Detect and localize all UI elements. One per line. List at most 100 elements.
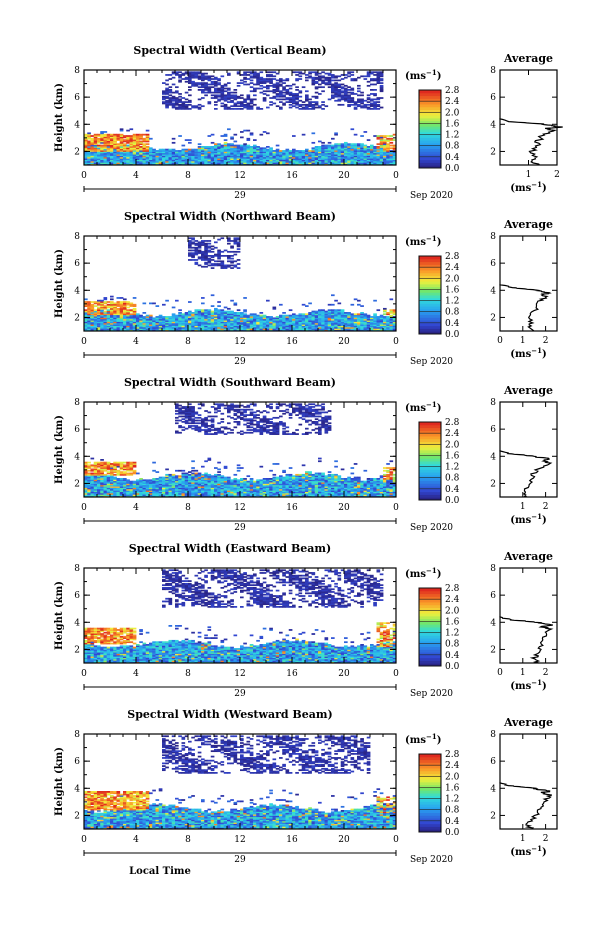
heatmap-cell <box>158 162 163 165</box>
heatmap-cell <box>152 317 156 320</box>
heatmap-cell <box>223 97 228 99</box>
x-tick-label: 4 <box>133 337 139 347</box>
heatmap-cell <box>318 76 322 79</box>
heatmap-cell <box>84 486 88 488</box>
heatmap-cell <box>207 152 212 155</box>
heatmap-cell <box>370 146 374 148</box>
heatmap-cell <box>162 148 166 151</box>
heatmap-cell <box>230 144 234 147</box>
heatmap-cell <box>376 98 381 101</box>
heatmap-cell <box>165 151 169 154</box>
heatmap-cell <box>249 158 254 160</box>
heatmap-cell <box>149 154 153 156</box>
heatmap-cell <box>139 147 143 150</box>
heatmap-cell <box>386 151 390 154</box>
heatmap-cell <box>324 313 329 316</box>
heatmap-cell <box>305 155 309 158</box>
heatmap-cell <box>84 469 88 472</box>
heatmap-cell <box>295 94 299 97</box>
heatmap-cell <box>178 475 182 478</box>
heatmap-cell <box>136 472 140 475</box>
heatmap-cell <box>119 473 124 476</box>
colorbar-tick-label: 0.4 <box>445 319 460 329</box>
heatmap-cell <box>327 325 332 328</box>
heatmap-cell <box>373 93 377 95</box>
heatmap-cell <box>298 152 303 155</box>
heatmap-cell <box>165 89 169 91</box>
heatmap-cell <box>139 324 143 326</box>
heatmap-cell <box>123 322 127 325</box>
heatmap-cell <box>87 461 91 464</box>
heatmap-cell <box>119 494 124 497</box>
heatmap-cell <box>201 252 205 255</box>
colorbar-swatch <box>419 140 441 144</box>
heatmap-cell <box>214 82 218 84</box>
heatmap-cell <box>324 76 329 79</box>
heatmap-cell <box>243 74 247 76</box>
heatmap-cell <box>113 483 117 486</box>
heatmap-cell <box>181 151 186 154</box>
heatmap-cell <box>214 87 218 90</box>
heatmap-cell <box>253 76 257 79</box>
heatmap-cell <box>298 324 303 326</box>
heatmap-cell <box>344 141 348 144</box>
heatmap-cell <box>136 148 140 151</box>
heatmap-cell <box>191 242 195 245</box>
heatmap-cell <box>383 155 387 158</box>
heatmap-cell <box>262 93 267 95</box>
heatmap-cell <box>175 155 179 158</box>
heatmap-cell <box>90 488 95 491</box>
heatmap-cell <box>207 158 212 160</box>
heatmap-cell <box>370 318 374 321</box>
heatmap-cell <box>149 155 153 158</box>
heatmap-cell <box>84 155 88 158</box>
heatmap-cell <box>165 322 169 325</box>
colorbar-tick-label: 2.8 <box>445 86 460 96</box>
heatmap-cell <box>220 86 225 89</box>
heatmap-cell <box>275 144 280 147</box>
heatmap-cell <box>386 148 390 151</box>
heatmap-cell <box>288 321 293 324</box>
heatmap-cell <box>152 483 156 486</box>
heatmap-cell <box>379 318 384 321</box>
heatmap-cell <box>123 487 127 490</box>
heatmap-cell <box>171 306 176 309</box>
heatmap-cell <box>353 108 358 110</box>
heatmap-cell <box>158 314 163 317</box>
heatmap-cell <box>194 148 199 151</box>
heatmap-cell <box>165 325 169 328</box>
heatmap-cell <box>344 151 348 154</box>
heatmap-cell <box>171 492 176 495</box>
heatmap-cell <box>204 84 208 87</box>
heatmap-cell <box>259 156 264 159</box>
heatmap-cell <box>233 240 238 242</box>
heatmap-cell <box>220 102 225 105</box>
heatmap-cell <box>168 484 173 487</box>
panel-title: Spectral Width (Northward Beam) <box>124 210 336 223</box>
heatmap-cell <box>376 148 381 151</box>
heatmap-cell <box>194 259 199 261</box>
heatmap-cell <box>337 326 342 329</box>
heatmap-cell <box>350 150 355 152</box>
heatmap-cell <box>246 156 251 159</box>
heatmap-cell <box>366 162 371 165</box>
heatmap-cell <box>295 86 299 89</box>
heatmap-cell <box>100 150 104 152</box>
heatmap-cell <box>272 91 277 94</box>
heatmap-cell <box>379 86 384 89</box>
heatmap-cell <box>162 326 166 329</box>
heatmap-cell <box>363 318 368 321</box>
heatmap-cell <box>168 487 173 490</box>
heatmap-cell <box>331 94 335 97</box>
heatmap-cell <box>217 90 221 93</box>
x-tick-label: 8 <box>185 337 191 347</box>
heatmap-cell <box>171 478 176 480</box>
heatmap-cell <box>249 75 254 78</box>
heatmap-cell <box>126 139 130 141</box>
heatmap-cell <box>318 318 322 321</box>
heatmap-cell <box>87 133 91 136</box>
heatmap-cell <box>370 160 374 163</box>
heatmap-cell <box>119 129 124 132</box>
heatmap-cell <box>321 141 325 144</box>
heatmap-cell <box>155 155 160 158</box>
